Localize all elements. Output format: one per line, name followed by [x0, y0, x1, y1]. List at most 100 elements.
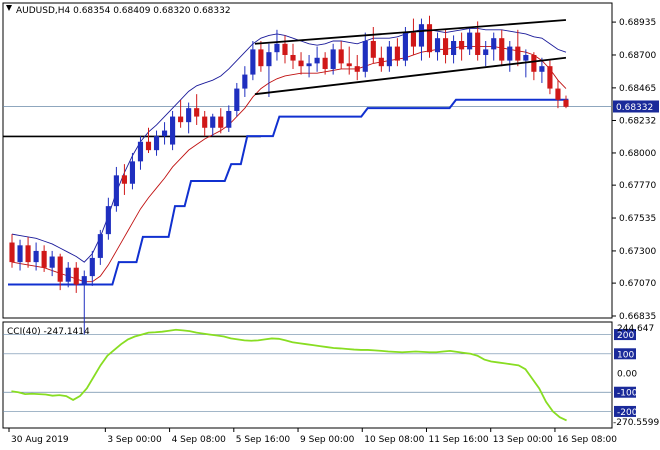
time-axis-label: 11 Sep 16:00: [428, 435, 488, 445]
candle: [451, 35, 457, 64]
candle-body: [49, 256, 55, 268]
candle-body: [394, 46, 400, 61]
channel-upper-line[interactable]: [254, 19, 567, 45]
candle-body: [153, 136, 160, 151]
candle: [338, 40, 344, 69]
cci-level-tag: -200: [614, 405, 638, 418]
candle: [9, 234, 15, 268]
candle-body: [89, 257, 95, 277]
candle: [467, 26, 473, 55]
candle: [33, 242, 39, 271]
candle-body: [426, 24, 433, 53]
candle-body: [161, 130, 168, 137]
candle: [17, 239, 23, 271]
candle: [298, 52, 304, 75]
candle: [202, 110, 208, 137]
time-axis-label: 3 Sep 00:00: [107, 435, 162, 445]
price-layer: [3, 15, 612, 335]
collapse-triangle-icon[interactable]: [6, 5, 12, 11]
price-axis-label: 0.67300: [619, 247, 656, 257]
candle-body: [322, 57, 328, 69]
time-axis-label: 13 Sep 00:00: [493, 435, 553, 445]
indicator-frame: [2, 321, 613, 429]
candle-body: [113, 175, 119, 207]
candle-body: [555, 88, 561, 100]
cci-header-label: CCI(40) -247.1414: [7, 327, 90, 337]
channel-lower-line[interactable]: [254, 56, 567, 96]
candle-body: [290, 54, 296, 61]
candle-body: [547, 66, 553, 89]
candle: [194, 94, 200, 125]
cci-level-tag-bg: [614, 348, 636, 360]
candle: [346, 46, 352, 75]
axes-layer: 0.68935 0.68700 0.68465 0.68232 0.68000 0.677…: [8, 18, 659, 445]
candle: [418, 18, 425, 61]
candle: [507, 40, 513, 72]
candle-body: [434, 38, 441, 53]
cci-level-tag: 0.00: [617, 370, 637, 380]
candle-body: [73, 267, 79, 285]
candle: [266, 43, 272, 97]
candle-body: [170, 116, 176, 145]
cci-line: [11, 328, 567, 422]
candle: [57, 253, 63, 291]
time-axis-label: 10 Sep 08:00: [364, 435, 424, 445]
cci-level-label: 200: [617, 331, 634, 341]
price-axis-label: 0.67070: [619, 279, 656, 289]
time-axis-label: 5 Sep 16:00: [236, 435, 291, 445]
price-axis-label: 0.68000: [619, 149, 656, 159]
candle: [539, 57, 545, 83]
candle-body: [338, 49, 344, 64]
candle-body: [194, 108, 200, 117]
candle-body: [491, 38, 497, 50]
candle-body: [186, 108, 192, 123]
candle: [121, 164, 127, 195]
candle-body: [451, 40, 457, 55]
candle: [178, 99, 184, 128]
envelope-upper-line: [11, 27, 567, 263]
time-axis-label: 30 Aug 2019: [11, 435, 69, 445]
candle-body: [298, 60, 304, 67]
cci-level-label: -200: [617, 408, 638, 418]
candle-body: [475, 32, 481, 55]
candle: [218, 108, 224, 134]
candle-body: [121, 175, 127, 184]
candle: [153, 130, 160, 156]
candle: [515, 29, 521, 67]
candle-body: [386, 46, 392, 67]
candle-body: [17, 245, 23, 263]
candle-body: [410, 32, 417, 47]
candle: [362, 32, 368, 78]
candle-body: [65, 267, 71, 282]
cci-level-tag: -100: [614, 386, 638, 399]
candle: [306, 54, 312, 78]
candle-body: [515, 46, 521, 61]
candle-body: [242, 74, 248, 89]
candle-body: [330, 49, 336, 69]
candle: [41, 245, 47, 272]
candle: [314, 46, 320, 72]
candle: [210, 113, 216, 137]
candle-body: [362, 40, 368, 72]
candle: [483, 40, 489, 67]
candle-body: [346, 63, 352, 67]
candle: [65, 262, 71, 288]
candle: [274, 29, 280, 61]
trailing-stop-line: [8, 98, 569, 286]
candle-body: [9, 242, 15, 263]
price-axis-label: 0.67770: [619, 181, 656, 191]
candle-body: [226, 110, 232, 128]
candle: [354, 54, 360, 81]
candle-body: [57, 256, 63, 282]
candle: [330, 43, 336, 75]
candle-body: [563, 99, 569, 107]
candle: [459, 32, 465, 61]
candle: [25, 236, 31, 268]
candle-body: [137, 141, 144, 162]
candle-body: [202, 116, 208, 128]
candle-body: [442, 38, 449, 55]
candle: [282, 35, 288, 64]
candle-body: [234, 88, 240, 111]
